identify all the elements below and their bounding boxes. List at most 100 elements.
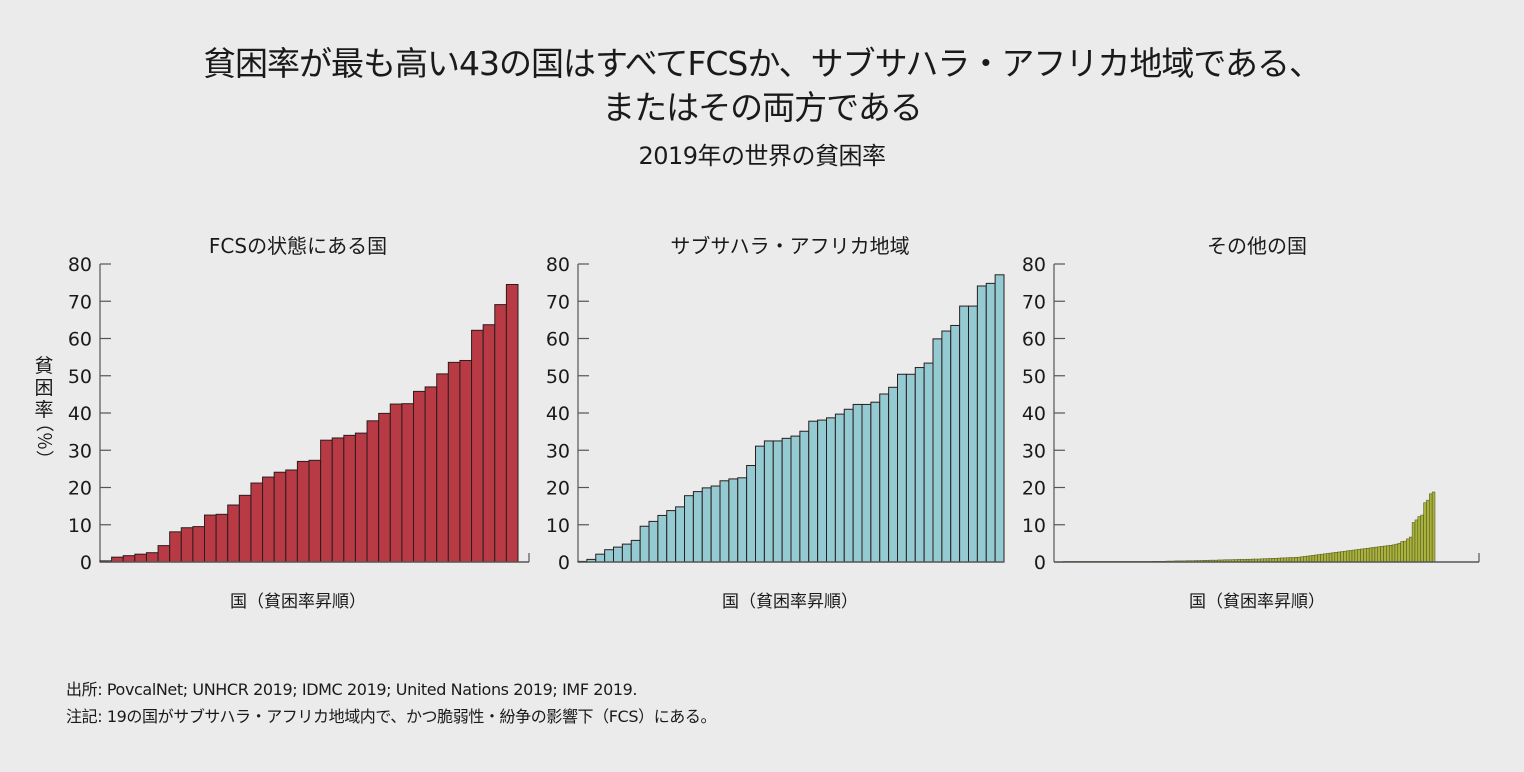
bar [613, 546, 623, 563]
chart-subtitle: 2019年の世界の貧困率 [638, 142, 886, 170]
bar [976, 285, 987, 563]
y-axis-label-char: 貧 [34, 355, 53, 377]
bar [888, 386, 899, 563]
bar [238, 494, 252, 563]
bar [1380, 546, 1384, 563]
bar [790, 435, 801, 563]
bar [401, 403, 415, 563]
bar [675, 506, 686, 563]
bar [169, 531, 182, 563]
bar [459, 359, 473, 563]
bar [331, 437, 345, 563]
bar [343, 434, 356, 563]
bar [494, 304, 507, 563]
y-tick-label: 80 [1022, 254, 1046, 276]
bar [639, 525, 650, 563]
bar [879, 393, 890, 563]
bar [366, 420, 380, 563]
bar [852, 403, 863, 563]
bar [1431, 491, 1436, 563]
y-tick-label: 30 [546, 440, 570, 462]
bar [710, 485, 721, 563]
bar [378, 412, 391, 563]
y-tick-label: 50 [1022, 366, 1046, 388]
bar [296, 460, 310, 563]
chart-title-line2: またはその両方である [602, 88, 923, 127]
bar [308, 459, 322, 563]
bar [595, 553, 606, 563]
y-axis-label-unit: （％） [33, 414, 54, 468]
bar [1343, 550, 1347, 563]
bar [1340, 551, 1344, 563]
bar [389, 403, 403, 563]
bar [320, 439, 333, 563]
x-axis-label: 国（貧困率昇順） [230, 592, 366, 612]
bar [1377, 546, 1381, 563]
bar [701, 487, 712, 563]
bar [250, 482, 264, 563]
bar [817, 419, 828, 563]
bar [1326, 553, 1330, 563]
y-axis-label-char: 率 [34, 399, 53, 421]
bar [1374, 546, 1379, 563]
bar [1363, 548, 1367, 563]
bar [1300, 556, 1304, 563]
bar [746, 465, 757, 563]
bar [1403, 540, 1407, 563]
bar [262, 476, 275, 563]
bar [134, 553, 147, 563]
bar [1420, 514, 1424, 563]
bar [861, 403, 872, 563]
bar [604, 549, 615, 563]
bar [994, 274, 1005, 563]
bar [781, 437, 792, 563]
bar [227, 504, 240, 563]
bar [1360, 548, 1364, 563]
x-axis-label: 国（貧困率昇順） [722, 592, 858, 612]
y-tick-label: 40 [546, 403, 570, 425]
bar [755, 445, 765, 563]
bar [826, 417, 836, 563]
bar [941, 330, 952, 563]
bar [1346, 550, 1350, 563]
bar [666, 510, 677, 563]
bar [436, 373, 449, 563]
bar [1328, 552, 1333, 563]
bar [772, 440, 783, 563]
bar [728, 478, 739, 563]
y-tick-label: 70 [1022, 291, 1046, 313]
bar [1388, 544, 1393, 563]
y-tick-label: 30 [1022, 440, 1046, 462]
bar [1334, 552, 1338, 563]
y-tick-label: 40 [68, 403, 92, 425]
bar [959, 305, 970, 563]
bar [1426, 499, 1430, 563]
bar [1414, 519, 1419, 563]
x-axis-label: 国（貧困率昇順） [1189, 592, 1325, 612]
bar [145, 552, 159, 563]
bar [424, 386, 438, 563]
y-tick-label: 40 [1022, 403, 1046, 425]
bar [1400, 541, 1404, 563]
bar [505, 283, 519, 563]
y-tick-label: 50 [546, 366, 570, 388]
bar [1391, 544, 1396, 563]
y-tick-label: 80 [68, 254, 92, 276]
y-tick-label: 0 [80, 552, 92, 574]
bar [799, 430, 810, 563]
bar [808, 420, 819, 563]
bar [1320, 553, 1324, 563]
panel-title: サブサハラ・アフリカ地域 [670, 234, 909, 258]
bar [923, 362, 934, 563]
footnote: 注記: 19の国がサブサハラ・アフリカ地域内で、かつ脆弱性・紛争の影響下（FCS… [66, 707, 717, 726]
bar [950, 324, 961, 563]
bar [763, 440, 774, 563]
bar [843, 408, 854, 563]
bar [1314, 554, 1318, 563]
bar [122, 555, 136, 563]
bar [932, 338, 943, 563]
bar [968, 305, 978, 563]
bar [1337, 551, 1341, 563]
y-tick-label: 70 [546, 291, 570, 313]
